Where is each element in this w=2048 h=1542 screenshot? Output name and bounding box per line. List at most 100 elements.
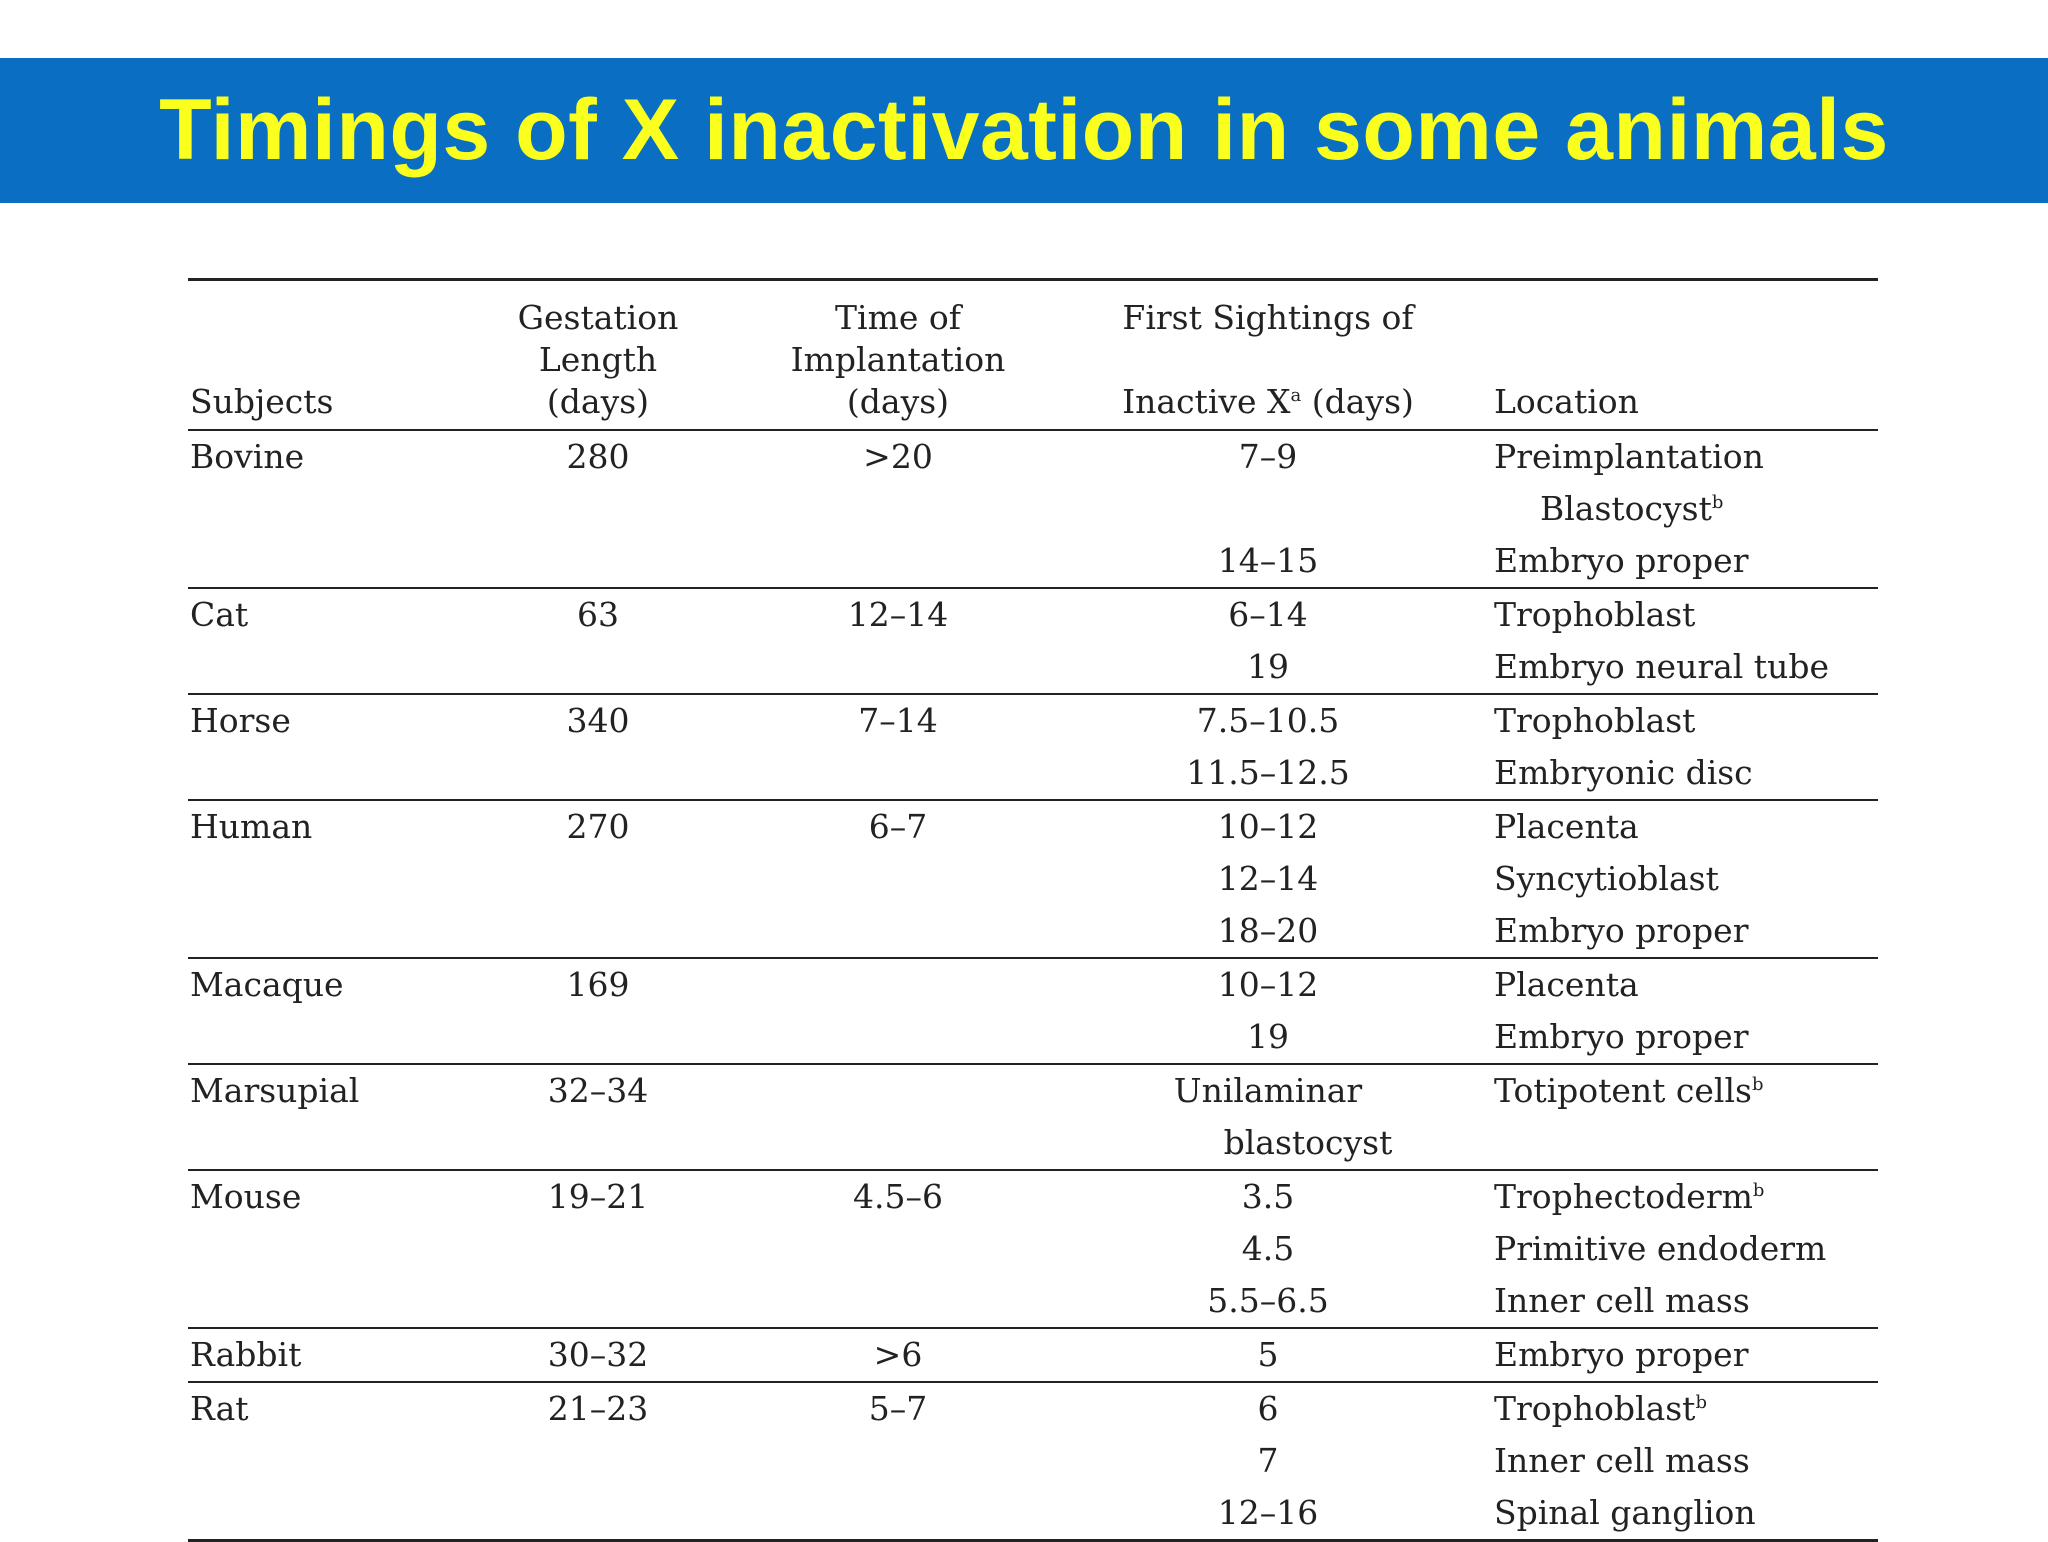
cell-first-sighting: 14–15 <box>1217 541 1319 580</box>
cell-location: Preimplantation <box>1494 435 1764 479</box>
location-text: Trophoblast <box>1494 701 1696 740</box>
cell-first-sighting: 10–12 <box>1217 965 1319 1004</box>
location-text: Embryo proper <box>1494 1017 1749 1056</box>
location-footnote: b <box>1695 1392 1707 1413</box>
location-text: Trophoblast <box>1494 595 1696 634</box>
table-row: 19 Embryo neural tube <box>188 641 1878 693</box>
cell-subject: Rat <box>190 1389 249 1428</box>
table-row: Macaque 169 10–12 Placenta <box>188 959 1878 1011</box>
table-group-marsupial: Marsupial 32–34 Unilaminar Totipotent cells… <box>188 1065 1878 1169</box>
cell-implantation: >20 <box>863 437 933 476</box>
header-first-line2-post: (days) <box>1301 382 1414 421</box>
location-footnote: b <box>1752 1180 1765 1201</box>
cell-implantation: >6 <box>873 1335 923 1374</box>
cell-location-cont: Blastocystb <box>1494 487 1723 531</box>
cell-first-sighting: 5 <box>1257 1335 1279 1374</box>
cell-subject: Rabbit <box>190 1335 302 1374</box>
table-group-cat: Cat 63 12–14 6–14 Trophoblast 19 Embryo neural… <box>188 589 1878 693</box>
group-rule <box>188 1381 1878 1383</box>
cell-location: Placenta <box>1494 963 1639 1007</box>
cell-first-sighting: 18–20 <box>1217 911 1319 950</box>
location-text: Placenta <box>1494 807 1639 846</box>
header-subjects: Subjects <box>190 382 334 421</box>
location-text: Embryo neural tube <box>1494 647 1829 686</box>
table-row: Cat 63 12–14 6–14 Trophoblast <box>188 589 1878 641</box>
cell-location: Inner cell mass <box>1494 1439 1750 1483</box>
group-rule <box>188 429 1878 431</box>
group-rule <box>188 957 1878 959</box>
cell-location: Totipotent cellsb <box>1494 1069 1764 1113</box>
cell-location: Inner cell mass <box>1494 1279 1750 1323</box>
cell-location: Trophoblast <box>1494 593 1695 637</box>
cell-first-sighting: Unilaminar <box>1173 1071 1363 1110</box>
cell-implantation: 6–7 <box>868 807 928 846</box>
cell-subject: Marsupial <box>190 1071 360 1110</box>
cell-first-sighting: 19 <box>1247 647 1289 686</box>
table-row: Bovine 280 >20 7–9 Preimplantation <box>188 431 1878 483</box>
table-row: 7 Inner cell mass <box>188 1435 1878 1487</box>
table-row-continuation: blastocyst <box>188 1117 1878 1169</box>
location-text: Totipotent cells <box>1494 1071 1752 1110</box>
table-row: 4.5 Primitive endoderm <box>188 1223 1878 1275</box>
table-group-bovine: Bovine 280 >20 7–9 Preimplantation Blastocyst… <box>188 431 1878 587</box>
cell-first-sighting: 4.5 <box>1241 1229 1295 1268</box>
table-top-rule <box>188 278 1878 281</box>
cell-gestation: 30–32 <box>547 1335 649 1374</box>
table-group-human: Human 270 6–7 10–12 Placenta 12–14 Syncytiobla… <box>188 801 1878 957</box>
location-text: Syncytioblast <box>1494 859 1719 898</box>
table-group-rat: Rat 21–23 5–7 6 Trophoblastb 7 Inner cell mass… <box>188 1383 1878 1539</box>
cell-subject: Horse <box>190 701 291 740</box>
header-implantation: Time of Implantation (days) <box>790 298 1006 421</box>
table-row: 12–16 Spinal ganglion <box>188 1487 1878 1539</box>
table-header: Subjects Gestation Length (days) Time of… <box>188 281 1878 429</box>
table-row: 19 Embryo proper <box>188 1011 1878 1063</box>
cell-first-sighting: 12–14 <box>1217 859 1319 898</box>
cell-first-sighting: 10–12 <box>1217 807 1319 846</box>
cell-gestation: 19–21 <box>547 1177 649 1216</box>
table-row: 11.5–12.5 Embryonic disc <box>188 747 1878 799</box>
group-rule <box>188 1063 1878 1065</box>
header-first-line2-pre: Inactive X <box>1122 382 1291 421</box>
table-group-mouse: Mouse 19–21 4.5–6 3.5 Trophectodermb 4.5 Primi… <box>188 1171 1878 1327</box>
table-row: Human 270 6–7 10–12 Placenta <box>188 801 1878 853</box>
cell-subject: Bovine <box>190 437 305 476</box>
header-first-line1: First Sightings of <box>1122 298 1414 337</box>
slide-title: Timings of X inactivation in some animal… <box>159 82 1889 178</box>
table-row: 12–14 Syncytioblast <box>188 853 1878 905</box>
cell-location: Primitive endoderm <box>1494 1227 1826 1271</box>
cell-location: Embryo proper <box>1494 909 1748 953</box>
table-row: Rat 21–23 5–7 6 Trophoblastb <box>188 1383 1878 1435</box>
cell-gestation: 63 <box>577 595 619 634</box>
cell-first-sighting: 12–16 <box>1217 1493 1319 1532</box>
cell-implantation: 12–14 <box>847 595 949 634</box>
table-row: Mouse 19–21 4.5–6 3.5 Trophectodermb <box>188 1171 1878 1223</box>
cell-subject: Macaque <box>190 965 344 1004</box>
cell-subject: Mouse <box>190 1177 302 1216</box>
cell-subject: Human <box>190 807 313 846</box>
cell-first-sighting: 3.5 <box>1241 1177 1295 1216</box>
location-text: Embryo proper <box>1494 911 1749 950</box>
cell-location: Syncytioblast <box>1494 857 1719 901</box>
title-banner: Timings of X inactivation in some animal… <box>0 58 2048 203</box>
location-text: Spinal ganglion <box>1494 1493 1756 1532</box>
location-text: Embryo proper <box>1494 1335 1749 1374</box>
location-footnote: b <box>1711 492 1724 513</box>
table-row: 18–20 Embryo proper <box>188 905 1878 957</box>
cell-location: Embryo proper <box>1494 1333 1748 1377</box>
location-text: Trophectoderm <box>1494 1177 1753 1216</box>
location-text: Embryo proper <box>1494 541 1749 580</box>
table-row: Rabbit 30–32 >6 5 Embryo proper <box>188 1329 1878 1381</box>
cell-gestation: 340 <box>566 701 630 740</box>
header-location: Location <box>1494 382 1639 421</box>
header-first-sightings: First Sightings of Inactive Xa (days) <box>1098 255 1438 423</box>
cell-location: Placenta <box>1494 805 1639 849</box>
group-rule <box>188 799 1878 801</box>
cell-gestation: 169 <box>566 965 630 1004</box>
table-row-continuation: Blastocystb <box>188 483 1878 535</box>
group-rule <box>188 1327 1878 1329</box>
cell-first-sighting: 7.5–10.5 <box>1196 701 1340 740</box>
cell-location: Embryo neural tube <box>1494 645 1829 689</box>
location-text: Placenta <box>1494 965 1639 1004</box>
cell-gestation: 270 <box>566 807 630 846</box>
cell-gestation: 32–34 <box>547 1071 649 1110</box>
